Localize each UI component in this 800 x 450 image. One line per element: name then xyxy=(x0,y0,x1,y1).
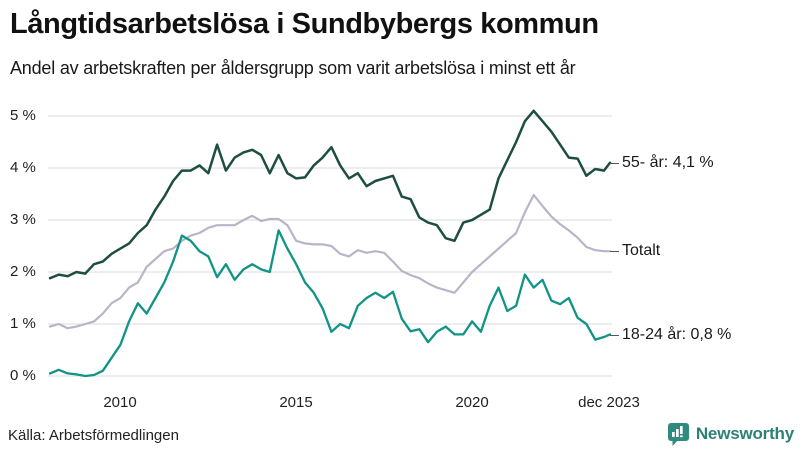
newsworthy-icon xyxy=(667,422,689,446)
series-label-totalt: Totalt xyxy=(610,241,660,261)
x-axis-tick-2010: 2010 xyxy=(103,394,137,411)
x-axis-tick-2020: 2020 xyxy=(455,394,489,411)
chart-subtitle: Andel av arbetskraften per åldersgrupp s… xyxy=(10,58,576,78)
newsworthy-logo: Newsworthy xyxy=(667,421,794,447)
series-line-55-år xyxy=(48,109,612,280)
label-leader-line xyxy=(610,334,619,336)
series-label-text: 18-24 år: 0,8 % xyxy=(622,326,732,343)
x-axis-tick-dec-2023: dec 2023 xyxy=(578,394,640,411)
y-axis-tick-1: 1 % xyxy=(10,315,36,332)
brand-name: Newsworthy xyxy=(695,424,794,443)
y-axis-tick-0: 0 % xyxy=(10,367,36,384)
series-line-Totalt xyxy=(48,193,612,330)
y-axis-tick-5: 5 % xyxy=(10,107,36,124)
label-leader-line xyxy=(610,250,619,252)
series-label-text: 55- år: 4,1 % xyxy=(622,154,714,171)
y-axis-tick-4: 4 % xyxy=(10,159,36,176)
source-text: Källa: Arbetsförmedlingen xyxy=(8,427,179,444)
series-label-55-plus: 55- år: 4,1 % xyxy=(610,153,714,173)
series-label-18-24: 18-24 år: 0,8 % xyxy=(610,325,731,345)
y-axis-tick-3: 3 % xyxy=(10,211,36,228)
label-leader-line xyxy=(610,162,619,164)
y-axis-tick-2: 2 % xyxy=(10,263,36,280)
x-axis-tick-2015: 2015 xyxy=(279,394,313,411)
series-line-18-24år xyxy=(48,229,612,378)
page-title: Långtidsarbetslösa i Sundbybergs kommun xyxy=(10,8,599,40)
series-label-text: Totalt xyxy=(622,242,661,259)
